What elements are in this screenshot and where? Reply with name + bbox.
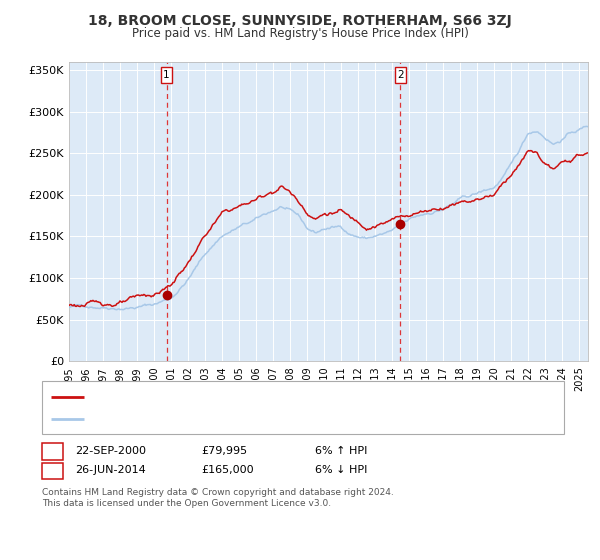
Text: 6% ↓ HPI: 6% ↓ HPI xyxy=(315,465,367,475)
Text: 2: 2 xyxy=(49,465,56,475)
Text: 26-JUN-2014: 26-JUN-2014 xyxy=(75,465,146,475)
Text: £165,000: £165,000 xyxy=(201,465,254,475)
Text: HPI: Average price, detached house, Rotherham: HPI: Average price, detached house, Roth… xyxy=(91,414,341,424)
Text: 18, BROOM CLOSE, SUNNYSIDE, ROTHERHAM, S66 3ZJ: 18, BROOM CLOSE, SUNNYSIDE, ROTHERHAM, S… xyxy=(88,14,512,28)
Text: 6% ↑ HPI: 6% ↑ HPI xyxy=(315,446,367,456)
Text: Price paid vs. HM Land Registry's House Price Index (HPI): Price paid vs. HM Land Registry's House … xyxy=(131,27,469,40)
Text: £79,995: £79,995 xyxy=(201,446,247,456)
Text: Contains HM Land Registry data © Crown copyright and database right 2024.
This d: Contains HM Land Registry data © Crown c… xyxy=(42,488,394,508)
Text: 2: 2 xyxy=(397,70,404,80)
Text: 1: 1 xyxy=(49,446,56,456)
Text: 22-SEP-2000: 22-SEP-2000 xyxy=(75,446,146,456)
Text: 18, BROOM CLOSE, SUNNYSIDE, ROTHERHAM, S66 3ZJ (detached house): 18, BROOM CLOSE, SUNNYSIDE, ROTHERHAM, S… xyxy=(91,392,469,402)
Text: 1: 1 xyxy=(163,70,170,80)
